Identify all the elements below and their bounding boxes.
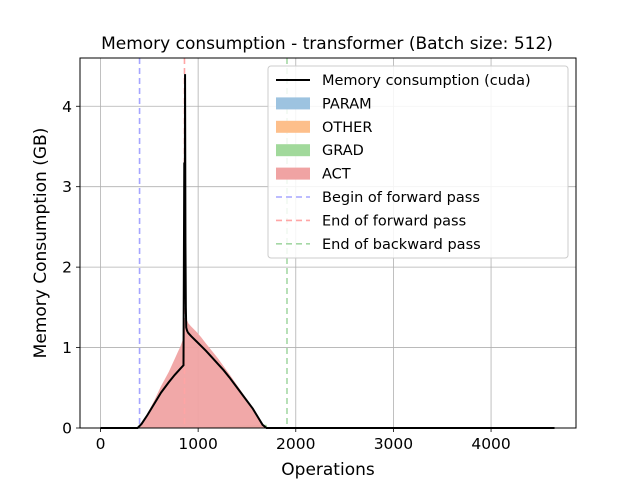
x-tick-label: 2000 bbox=[276, 435, 315, 453]
legend-box bbox=[267, 65, 569, 259]
x-tick-label: 4000 bbox=[471, 435, 510, 453]
y-tick-label: 0 bbox=[62, 420, 72, 438]
line-memory-consumption-cuda bbox=[100, 74, 555, 429]
legend-grad-swatch bbox=[276, 144, 310, 157]
legend-memory-consumption-cuda-label: Memory consumption (cuda) bbox=[322, 73, 531, 89]
x-tick-label: 1000 bbox=[178, 435, 217, 453]
x-tick-label: 3000 bbox=[374, 435, 413, 453]
y-tick-label: 2 bbox=[62, 259, 72, 277]
legend-end-of-backward-pass-label: End of backward pass bbox=[322, 237, 481, 253]
x-axis-label: Operations bbox=[281, 460, 375, 480]
area-act bbox=[137, 319, 267, 428]
y-axis-label: Memory Consumption (GB) bbox=[31, 128, 51, 359]
legend-act-swatch bbox=[276, 167, 310, 180]
legend-begin-of-forward-pass-label: Begin of forward pass bbox=[322, 190, 480, 206]
legend-grad-label: GRAD bbox=[322, 143, 364, 159]
plot-frame bbox=[79, 57, 577, 429]
legend-end-of-forward-pass-label: End of forward pass bbox=[322, 213, 466, 229]
axis-ticks: 0 1000 2000 3000 4000 0 1 2 3 4 bbox=[62, 98, 511, 453]
y-tick-label: 3 bbox=[62, 178, 72, 196]
chart-title: Memory consumption - transformer (Batch … bbox=[101, 34, 553, 54]
legend-param-label: PARAM bbox=[322, 96, 372, 112]
memory-line bbox=[100, 74, 555, 429]
y-tick-label: 4 bbox=[62, 98, 72, 116]
legend-other-label: OTHER bbox=[322, 120, 372, 136]
legend-param-swatch bbox=[276, 97, 310, 110]
legend: Memory consumption (cuda) PARAM OTHER GRAD A… bbox=[267, 65, 569, 259]
legend-act-label: ACT bbox=[322, 167, 351, 183]
x-tick-label: 0 bbox=[96, 435, 106, 453]
legend-other-swatch bbox=[276, 120, 310, 133]
y-tick-label: 1 bbox=[62, 339, 72, 357]
